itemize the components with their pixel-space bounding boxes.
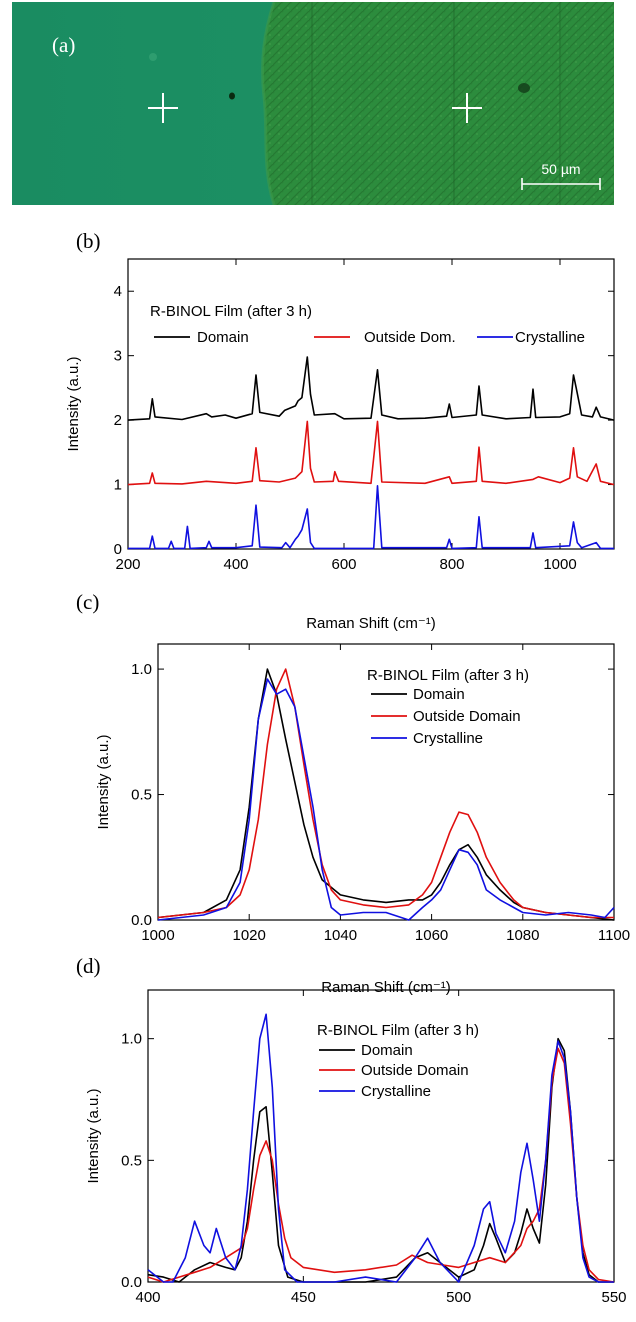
series-line-crystalline xyxy=(147,1013,614,1283)
y-tick-label: 2 xyxy=(114,412,122,429)
crosshair-left xyxy=(148,93,178,123)
legend-title: R-BINOL Film (after 3 h) xyxy=(317,1022,479,1039)
series-line-crystalline xyxy=(157,678,615,921)
plot-frame xyxy=(147,989,615,1283)
x-tick-label: 500 xyxy=(446,1289,471,1306)
legend-label-domain: Domain xyxy=(361,1042,413,1059)
x-tick-label: 1100 xyxy=(598,927,630,944)
x-tick-label: 1020 xyxy=(233,927,266,944)
series-line-outside xyxy=(157,668,614,919)
legend-label-outside: Outside Domain xyxy=(413,708,521,725)
series-line-domain xyxy=(157,668,615,921)
legend-label-domain: Domain xyxy=(413,686,465,703)
scale-bar-label: 50 µm xyxy=(541,161,580,177)
micrograph-panel: 50 µm (a) xyxy=(12,2,614,205)
legend-label-crystalline: Crystalline xyxy=(361,1083,431,1100)
chart-d: 400 450 500 550 0.0 0.5 1.0 Intensity (a.u.) R-B… xyxy=(85,989,627,1306)
legend-label-domain: Domain xyxy=(197,329,249,346)
x-tick-label: 800 xyxy=(439,556,464,573)
plot-frame xyxy=(157,643,615,921)
panel-label-b: (b) xyxy=(76,229,101,253)
y-tick-label: 0.0 xyxy=(121,1274,142,1291)
y-tick-label: 0.5 xyxy=(121,1152,142,1169)
x-tick-label: 1000 xyxy=(141,927,174,944)
y-tick-label: 0.5 xyxy=(131,787,152,804)
chart-b: 200 400 600 800 1000 0 1 2 3 4 Intensity (a.u.) Ram… xyxy=(65,258,615,632)
x-tick-label: 600 xyxy=(331,556,356,573)
y-tick-label: 0 xyxy=(114,541,122,558)
legend-title: R-BINOL Film (after 3 h) xyxy=(367,667,529,684)
legend-title: R-BINOL Film (after 3 h) xyxy=(150,303,312,320)
legend-label-outside: Outside Domain xyxy=(361,1062,469,1079)
y-tick-label: 1.0 xyxy=(131,661,152,678)
y-tick-label: 0.0 xyxy=(131,912,152,929)
panel-label-d: (d) xyxy=(76,954,101,978)
series-line-outside xyxy=(147,1047,615,1283)
x-axis-label: Raman Shift (cm⁻¹) xyxy=(321,979,451,996)
bright-spot xyxy=(149,53,157,61)
y-axis-label: Intensity (a.u.) xyxy=(85,1088,102,1183)
x-tick-label: 1040 xyxy=(324,927,357,944)
y-axis-label: Intensity (a.u.) xyxy=(95,734,112,829)
x-axis-label: Raman Shift (cm⁻¹) xyxy=(306,615,436,632)
y-tick-label: 4 xyxy=(114,283,122,300)
series-line-domain xyxy=(127,356,615,421)
panel-label-a: (a) xyxy=(52,33,75,57)
series-line-crystalline xyxy=(128,485,614,550)
legend-label-outside: Outside Dom. xyxy=(364,329,456,346)
x-tick-label: 550 xyxy=(601,1289,626,1306)
x-tick-label: 400 xyxy=(223,556,248,573)
series-line-outside xyxy=(127,420,615,486)
scale-bar xyxy=(521,178,601,190)
panel-label-c: (c) xyxy=(76,590,99,614)
y-tick-label: 1 xyxy=(114,477,122,494)
x-tick-label: 400 xyxy=(135,1289,160,1306)
y-tick-label: 1.0 xyxy=(121,1031,142,1048)
x-tick-label: 450 xyxy=(291,1289,316,1306)
micrograph-image: 50 µm (a) xyxy=(12,2,614,205)
legend-label-crystalline: Crystalline xyxy=(413,730,483,747)
y-tick-label: 3 xyxy=(114,348,122,365)
domain-center xyxy=(518,83,530,93)
y-axis-label: Intensity (a.u.) xyxy=(65,356,82,451)
x-tick-label: 1000 xyxy=(543,556,576,573)
x-tick-label: 1060 xyxy=(415,927,448,944)
x-tick-label: 200 xyxy=(115,556,140,573)
x-tick-label: 1080 xyxy=(506,927,539,944)
crosshair-right xyxy=(452,93,482,123)
chart-c: 1000 1020 1040 1060 1080 1100 0.0 0.5 1.0 Intensi… xyxy=(95,643,630,996)
legend-label-crystalline: Crystalline xyxy=(515,329,585,346)
dark-spot xyxy=(229,92,235,100)
